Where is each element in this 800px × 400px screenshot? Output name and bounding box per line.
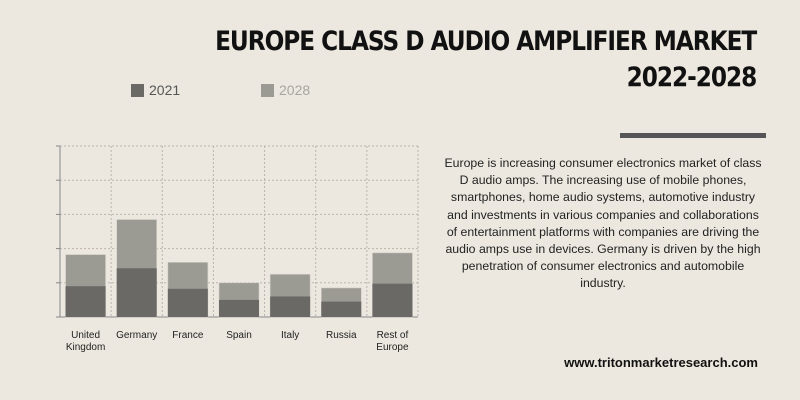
legend-label-2021: 2021 — [149, 82, 181, 98]
bar-2021-3 — [219, 299, 259, 317]
x-tick-label-0-0: United — [71, 330, 100, 341]
x-tick-label-2-0: France — [172, 330, 204, 341]
title-line-1: EUROPE CLASS D AUDIO AMPLIFIER MARKET — [214, 26, 757, 57]
chart-title: EUROPE CLASS D AUDIO AMPLIFIER MARKET 20… — [214, 24, 757, 96]
title-divider — [620, 133, 766, 138]
legend-item-2021: 2021 — [131, 82, 180, 98]
legend-item-2028: 2028 — [261, 82, 310, 98]
x-tick-label-4-0: Italy — [281, 330, 299, 341]
x-tick-label-3-0: Spain — [226, 330, 252, 341]
x-tick-label-6-1: Europe — [376, 342, 409, 353]
x-tick-label-6-0: Rest of — [377, 330, 409, 341]
x-tick-label-0-1: Kingdom — [66, 342, 105, 353]
legend-swatch-2028 — [261, 83, 274, 97]
x-tick-label-1-0: Germany — [116, 330, 157, 341]
title-line-2: 2022-2028 — [626, 62, 757, 93]
bar-2021-2 — [167, 288, 208, 317]
bar-2021-5 — [321, 301, 362, 317]
bar-2021-0 — [65, 286, 106, 317]
bar-2021-6 — [372, 283, 413, 317]
legend-swatch-2021 — [131, 83, 144, 97]
bar-2021-4 — [270, 296, 311, 317]
x-tick-label-5-0: Russia — [326, 330, 357, 341]
website-link[interactable]: www.tritonmarketresearch.com — [564, 355, 758, 370]
bar-2021-1 — [116, 268, 157, 317]
legend-label-2028: 2028 — [279, 82, 311, 98]
market-description: Europe is increasing consumer electronic… — [444, 156, 762, 291]
